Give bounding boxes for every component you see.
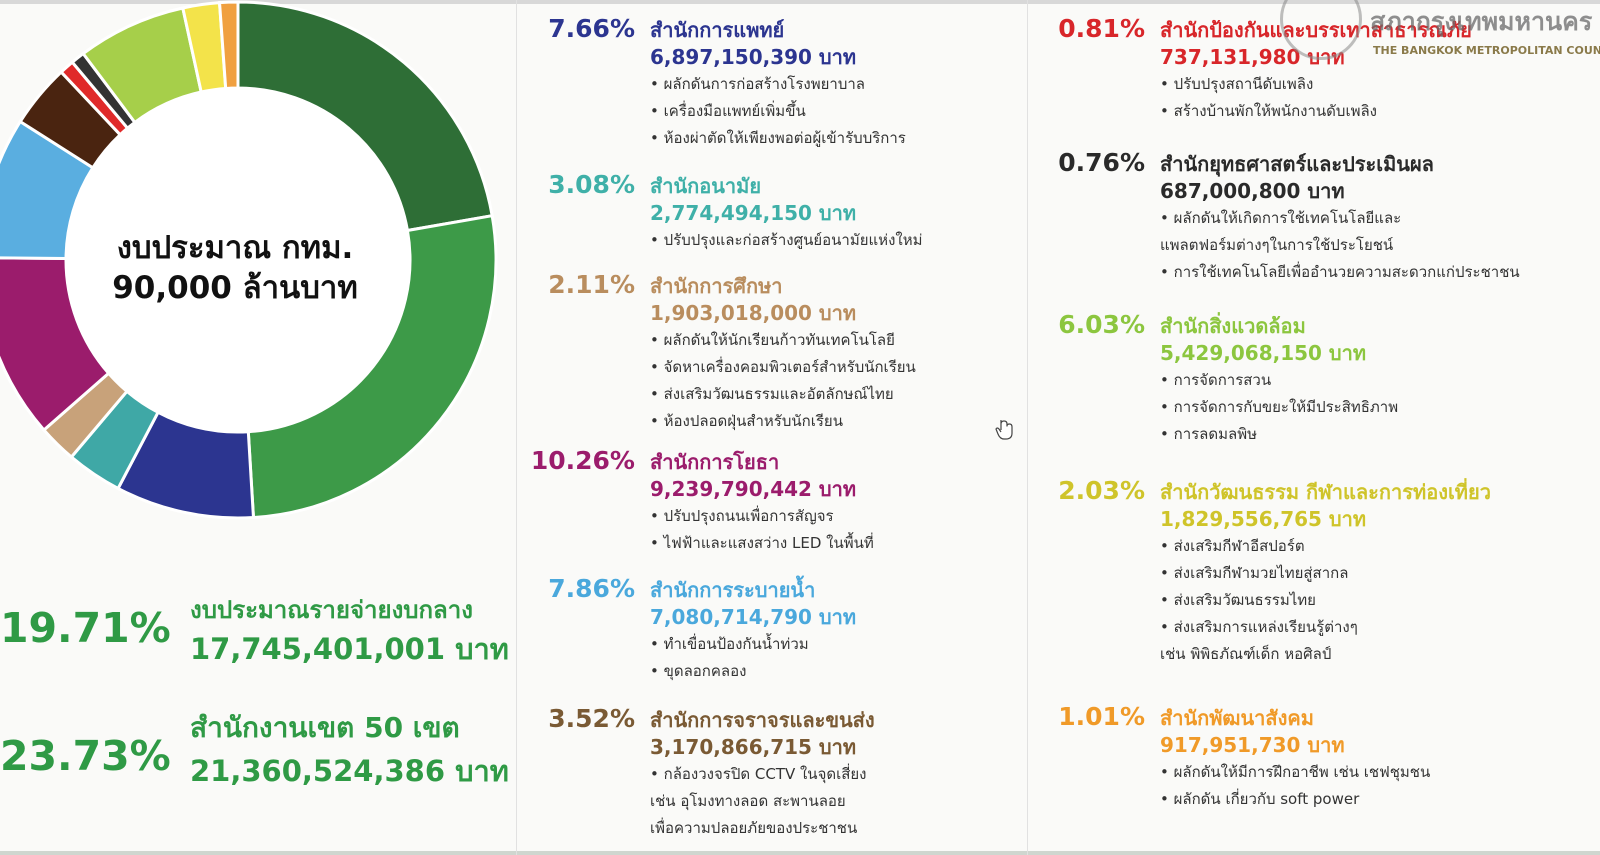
bullet-item: • ปรับปรุงสถานีดับเพลิง — [1160, 75, 1314, 93]
bullet-item: • ผลักดันให้นักเรียนก้าวทันเทคโนโลยี — [650, 331, 895, 349]
bullet-item: • การลดมลพิษ — [1160, 425, 1257, 443]
bullet-item: เช่น พิพิธภัณฑ์เด็ก หอศิลป์ — [1160, 645, 1332, 663]
featured-name: งบประมาณรายจ่ายงบกลาง — [190, 596, 473, 624]
office-percent: 3.08% — [548, 170, 635, 199]
bullet-item: • ปรับปรุงถนนเพื่อการสัญจร — [650, 507, 834, 525]
bullet-item: • ส่งเสริมกีฬามวยไทยสู่สากล — [1160, 564, 1349, 582]
bullet-item: • ส่งเสริมกีฬาอีสปอร์ต — [1160, 537, 1305, 555]
office-amount: 3,170,866,715 บาท — [650, 735, 857, 759]
office-amount: 5,429,068,150 บาท — [1160, 341, 1367, 365]
office-percent: 3.52% — [548, 704, 635, 733]
bullet-item: แพลตฟอร์มต่างๆในการใช้ประโยชน์ — [1160, 236, 1394, 254]
office-name: สำนักการโยธา — [650, 450, 780, 474]
bullet-item: • ส่งเสริมวัฒนธรรมไทย — [1160, 591, 1316, 609]
bullet-item: • สร้างบ้านพักให้พนักงานดับเพลิง — [1160, 102, 1377, 120]
bullet-item: • การใช้เทคโนโลยีเพื่ออำนวยความสะดวกแก่ป… — [1160, 263, 1520, 281]
office-percent: 10.26% — [530, 446, 635, 475]
bottom-border — [0, 851, 1600, 855]
office-bullets: • กล้องวงจรปิด CCTV ในจุดเสี่ยง เช่น อุโ… — [650, 761, 867, 842]
column-divider — [516, 0, 517, 855]
bullet-item: • ส่งเสริมวัฒนธรรมและอัตลักษณ์ไทย — [650, 385, 894, 403]
office-bullets: • ส่งเสริมกีฬาอีสปอร์ต • ส่งเสริมกีฬามวย… — [1160, 533, 1358, 668]
hand-cursor-icon — [995, 420, 1013, 440]
chart-title: งบประมาณ กทม. — [116, 230, 354, 266]
bullet-item: เพื่อความปลอยภัยของประชาชน — [650, 819, 858, 837]
office-bullets: • ผลักดันให้เกิดการใช้เทคโนโลยีและ แพลตฟ… — [1160, 205, 1520, 286]
office-bullets: • ปรับปรุงและก่อสร้างศูนย์อนามัยแห่งใหม่ — [650, 227, 923, 254]
top-border — [0, 0, 1600, 4]
bullet-item: • ขุดลอกคลอง — [650, 662, 747, 680]
office-amount: 2,774,494,150 บาท — [650, 201, 857, 225]
bullet-item: • ผลักดัน เกี่ยวกับ soft power — [1160, 790, 1360, 808]
office-name: สำนักยุทธศาสตร์และประเมินผล — [1160, 152, 1434, 176]
office-bullets: • ปรับปรุงถนนเพื่อการสัญจร • ไฟฟ้าและแสง… — [650, 503, 874, 557]
office-amount: 1,829,556,765 บาท — [1160, 507, 1367, 531]
office-name: สำนักการแพทย์ — [650, 18, 785, 42]
office-bullets: • ทำเขื่อนป้องกันน้ำท่วม • ขุดลอกคลอง — [650, 631, 809, 685]
office-bullets: • ผลักดันให้นักเรียนก้าวทันเทคโนโลยี • จ… — [650, 327, 916, 435]
office-name: สำนักวัฒนธรรม กีฬาและการท่องเที่ยว — [1160, 480, 1491, 504]
office-name: สำนักอนามัย — [650, 174, 762, 198]
bullet-item: • ทำเขื่อนป้องกันน้ำท่วม — [650, 635, 809, 653]
donut-slice — [246, 213, 498, 520]
donut-slice — [217, 0, 240, 91]
logo-english-text: THE BANGKOK METROPOLITAN COUNCIL — [1373, 44, 1600, 57]
office-name: สำนักสิ่งแวดล้อม — [1160, 314, 1306, 338]
featured-percent: 19.71% — [0, 604, 171, 652]
bullet-item: • เครื่องมือแพทย์เพิ่มขึ้น — [650, 102, 806, 120]
office-amount: 6,897,150,390 บาท — [650, 45, 857, 69]
logo-thai-text: สภากรุงเทพมหานคร — [1370, 7, 1593, 36]
office-percent: 2.11% — [548, 270, 635, 299]
bullet-item: • ผลักดันการก่อสร้างโรงพยาบาล — [650, 75, 865, 93]
featured-amount: 21,360,524,386 บาท — [190, 754, 509, 788]
council-seal-icon — [1280, 0, 1362, 60]
bullet-item: • ส่งเสริมการแหล่งเรียนรู้ต่างๆ — [1160, 618, 1358, 636]
bullet-item: • ห้องผ่าตัดให้เพียงพอต่อผู้เข้ารับบริกา… — [650, 129, 906, 147]
office-amount: 7,080,714,790 บาท — [650, 605, 857, 629]
office-bullets: • การจัดการสวน • การจัดการกับขยะให้มีประ… — [1160, 367, 1398, 448]
office-bullets: • ผลักดันการก่อสร้างโรงพยาบาล • เครื่องม… — [650, 71, 906, 152]
office-bullets: • ปรับปรุงสถานีดับเพลิง • สร้างบ้านพักให… — [1160, 71, 1377, 125]
office-percent: 7.86% — [548, 574, 635, 603]
featured-percent: 23.73% — [0, 732, 171, 780]
bullet-item: • กล้องวงจรปิด CCTV ในจุดเสี่ยง — [650, 765, 867, 783]
office-percent: 2.03% — [1058, 476, 1145, 505]
featured-name: สำนักงานเขต 50 เขต — [190, 711, 460, 744]
chart-subtitle: 90,000 ล้านบาท — [112, 270, 358, 306]
bullet-item: • ผลักดันให้มีการฝึกอาชีพ เช่น เชฟชุมชน — [1160, 763, 1431, 781]
budget-donut-chart — [0, 0, 498, 520]
bullet-item: เช่น อุโมงทางลอด สะพานลอย — [650, 792, 846, 810]
office-amount: 9,239,790,442 บาท — [650, 477, 857, 501]
donut-hole — [67, 89, 409, 431]
office-amount: 1,903,018,000 บาท — [650, 301, 857, 325]
bullet-item: • การจัดการกับขยะให้มีประสิทธิภาพ — [1160, 398, 1399, 416]
office-bullets: • ผลักดันให้มีการฝึกอาชีพ เช่น เชฟชุมชน … — [1160, 759, 1430, 813]
featured-district-offices: 23.73% สำนักงานเขต 50 เขต 21,360,524,386… — [0, 706, 510, 806]
bullet-item: • ผลักดันให้เกิดการใช้เทคโนโลยีและ — [1160, 209, 1402, 227]
office-percent: 1.01% — [1058, 702, 1145, 731]
office-name: สำนักพัฒนาสังคม — [1160, 706, 1314, 730]
bullet-item: • ปรับปรุงและก่อสร้างศูนย์อนามัยแห่งใหม่ — [650, 231, 923, 249]
bullet-item: • ห้องปลอดฝุ่นสำหรับนักเรียน — [650, 412, 843, 430]
office-percent: 6.03% — [1058, 310, 1145, 339]
bullet-item: • จัดหาเครื่องคอมพิวเตอร์สำหรับนักเรียน — [650, 358, 916, 376]
featured-central-budget: 19.71% งบประมาณรายจ่ายงบกลาง 17,745,401,… — [0, 590, 510, 690]
office-amount: 917,951,730 บาท — [1160, 733, 1345, 757]
council-logo: สภากรุงเทพมหานคร THE BANGKOK METROPOLITA… — [1275, 0, 1600, 70]
bullet-item: • การจัดการสวน — [1160, 371, 1272, 389]
office-percent: 7.66% — [548, 14, 635, 43]
bullet-item: • ไฟฟ้าและแสงสว่าง LED ในพื้นที่ — [650, 534, 874, 552]
office-name: สำนักการจราจรและขนส่ง — [650, 708, 875, 732]
office-percent: 0.76% — [1058, 148, 1145, 177]
office-percent: 0.81% — [1058, 14, 1145, 43]
column-divider — [1027, 0, 1028, 855]
donut-slice — [0, 256, 111, 433]
office-amount: 687,000,800 บาท — [1160, 179, 1345, 203]
office-name: สำนักการศึกษา — [650, 274, 783, 298]
featured-amount: 17,745,401,001 บาท — [190, 632, 509, 666]
office-name: สำนักการระบายน้ำ — [650, 578, 816, 602]
